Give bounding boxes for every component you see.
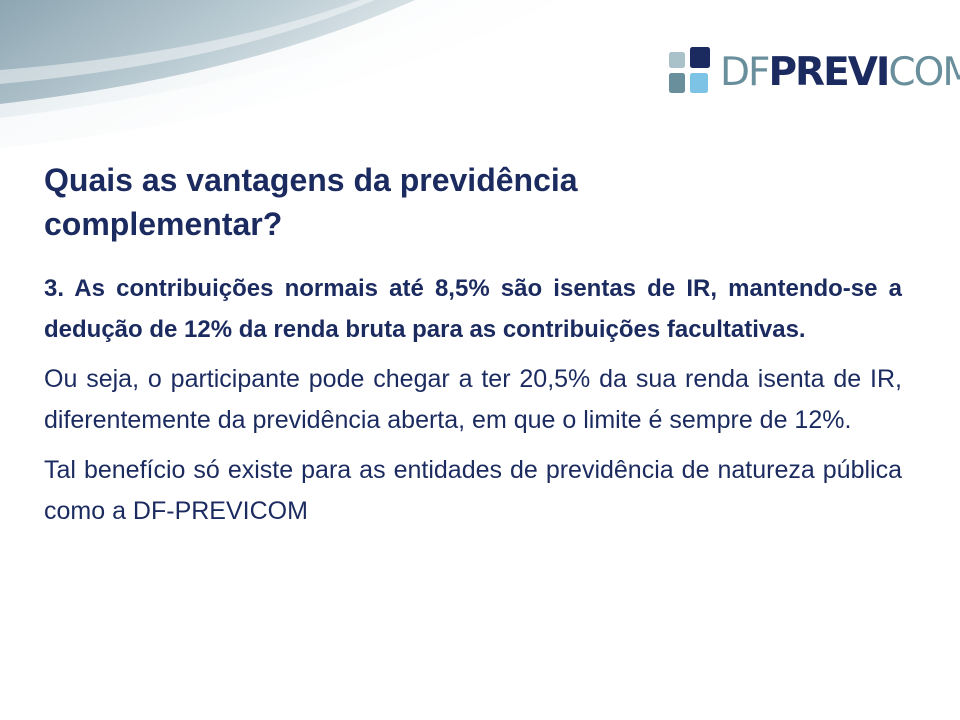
logo-df: DF (720, 50, 770, 95)
logo-com: COM (888, 50, 960, 95)
slide-body: 3. As contribuições normais até 8,5% são… (44, 268, 902, 541)
logo-previ: PREVI (768, 50, 890, 95)
slide-title: Quais as vantagens da previdência comple… (44, 162, 578, 242)
logo-wordmark: DFPREVICOM (720, 50, 960, 96)
header-swoosh-decoration (0, 0, 560, 148)
logo-squares-icon (669, 47, 710, 93)
brand-logo: DFPREVICOM (668, 46, 960, 102)
benefit-paragraph: Tal benefício só existe para as entidade… (44, 456, 902, 525)
point-3-paragraph: 3. As contribuições normais até 8,5% são… (44, 275, 902, 343)
swoosh-highlight (0, 0, 375, 84)
explanation-paragraph: Ou seja, o participante pode chegar a te… (44, 365, 902, 434)
swoosh-dark (0, 0, 415, 104)
